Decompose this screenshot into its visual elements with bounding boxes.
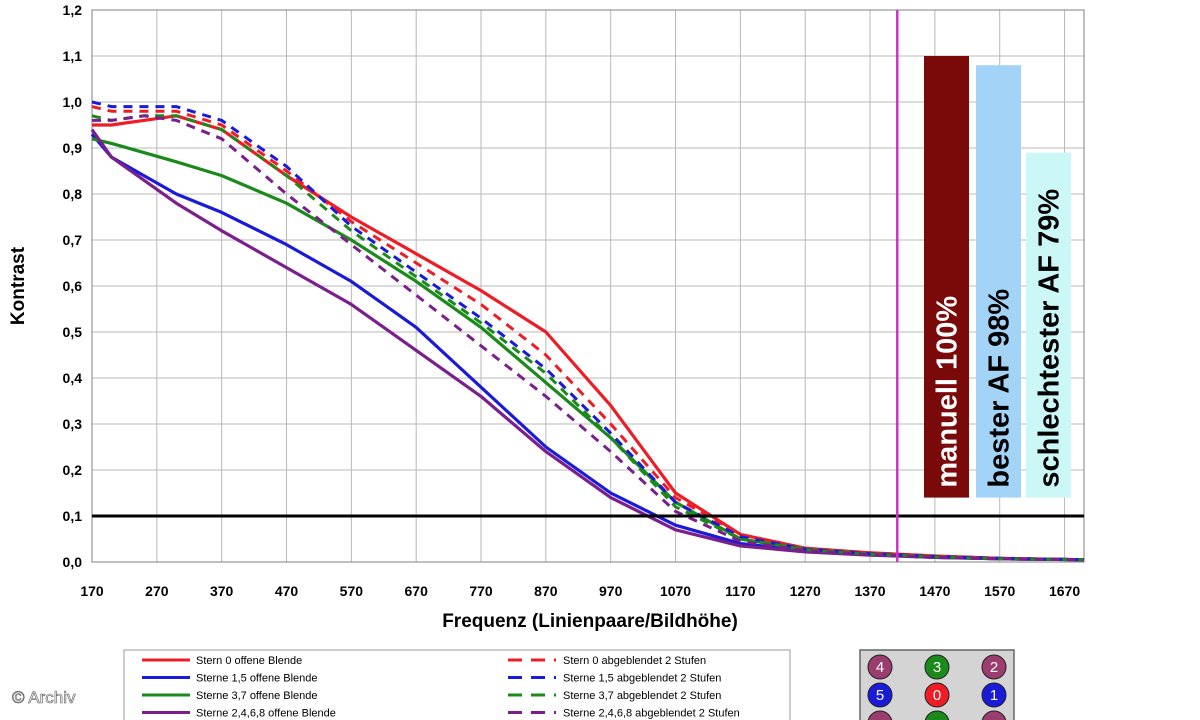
legend-label: Stern 0 offene Blende: [196, 655, 302, 667]
y-tick-label: 0,3: [63, 416, 83, 432]
x-tick-label: 1470: [919, 583, 950, 599]
y-tick-label: 0,8: [63, 186, 83, 202]
y-tick-label: 1,1: [63, 48, 83, 64]
x-tick-label: 170: [80, 583, 104, 599]
series-line-6: [91, 114, 1085, 562]
legend-label: Sterne 2,4,6,8 abgeblendet 2 Stufen: [563, 708, 740, 720]
plot-frame: [91, 9, 1085, 563]
position-marker: [981, 682, 1007, 708]
x-tick-label: 1670: [1049, 583, 1080, 599]
x-axis-title: Frequenz (Linienpaare/Bildhöhe): [442, 611, 738, 632]
position-grid: 4 3 2 5 0 1: [859, 649, 1015, 720]
bar-1: [976, 65, 1021, 498]
x-tick-label: 870: [534, 583, 558, 599]
y-axis-title: Kontrast: [8, 246, 29, 325]
position-marker: [867, 682, 893, 708]
series-line-4: [91, 105, 1085, 562]
x-tick-label: 570: [340, 583, 364, 599]
position-marker: [867, 710, 893, 720]
position-marker: [924, 710, 950, 720]
legend-label: Sterne 1,5 abgeblendet 2 Stufen: [563, 673, 721, 685]
y-tick-label: 0,9: [63, 140, 83, 156]
x-tick-label: 1270: [790, 583, 821, 599]
legend-label: Sterne 3,7 offene Blende: [196, 690, 318, 702]
x-tick-label: 470: [275, 583, 299, 599]
x-tick-labels: 170 270 370 470 570 670 770 870 970 1070 1170 1270 1…: [80, 583, 1080, 599]
bar-0: [924, 56, 969, 498]
copyright-credit: © Archiv: [12, 688, 76, 707]
series-line-5: [91, 100, 1085, 562]
position-number: 0: [933, 687, 941, 704]
y-tick-label: 0,4: [63, 370, 83, 386]
legend-label: Sterne 2,4,6,8 offene Blende: [196, 708, 336, 720]
y-tick-label: 0,6: [63, 278, 83, 294]
position-number: 2: [990, 659, 998, 676]
y-tick-label: 0,7: [63, 232, 83, 248]
x-tick-label: 1070: [660, 583, 691, 599]
x-tick-label: 370: [210, 583, 234, 599]
legend-label: Sterne 3,7 abgeblendet 2 Stufen: [563, 690, 721, 702]
bar-2: [1026, 152, 1071, 498]
position-marker: [981, 654, 1007, 680]
x-tick-label: 770: [469, 583, 493, 599]
y-tick-label: 0,2: [63, 462, 83, 478]
y-tick-label: 0,1: [63, 508, 83, 524]
legend: Stern 0 offene Blende Sterne 1,5 offene B…: [123, 649, 791, 720]
bar-label: bester AF 98%: [984, 289, 1016, 488]
position-number: 4: [876, 659, 884, 676]
legend-label: Stern 0 abgeblendet 2 Stufen: [563, 655, 706, 667]
position-number: 1: [990, 687, 998, 704]
legend-label: Sterne 1,5 offene Blende: [196, 673, 318, 685]
y-tick-label: 1,2: [63, 2, 83, 18]
position-number: 5: [876, 687, 884, 704]
bar-label: manuell 100%: [932, 296, 964, 488]
bar-label: schlechtester AF 79%: [1034, 189, 1066, 488]
position-marker: [924, 654, 950, 680]
x-tick-label: 1370: [854, 583, 885, 599]
position-marker: [924, 682, 950, 708]
position-marker: [867, 654, 893, 680]
x-tick-label: 270: [145, 583, 169, 599]
x-tick-label: 970: [599, 583, 623, 599]
x-tick-label: 670: [405, 583, 429, 599]
x-tick-label: 1570: [984, 583, 1015, 599]
y-tick-label: 1,0: [63, 94, 83, 110]
legend-box: [123, 649, 791, 720]
series: [90, 100, 1085, 562]
x-tick-label: 1170: [725, 583, 756, 599]
bars: manuell 100% bester AF 98% schlechtester A…: [924, 56, 1071, 498]
y-tick-label: 0,5: [63, 324, 83, 340]
series-line-7: [92, 114, 1085, 562]
position-marker: [981, 710, 1007, 720]
y-tick-label: 0,0: [63, 554, 83, 570]
position-number: 3: [933, 659, 941, 676]
y-tick-labels: 0,0 0,1 0,2 0,3 0,4 0,5 0,6 0,7 0,8 0,9 1,0 1,1 1,2: [63, 2, 83, 570]
